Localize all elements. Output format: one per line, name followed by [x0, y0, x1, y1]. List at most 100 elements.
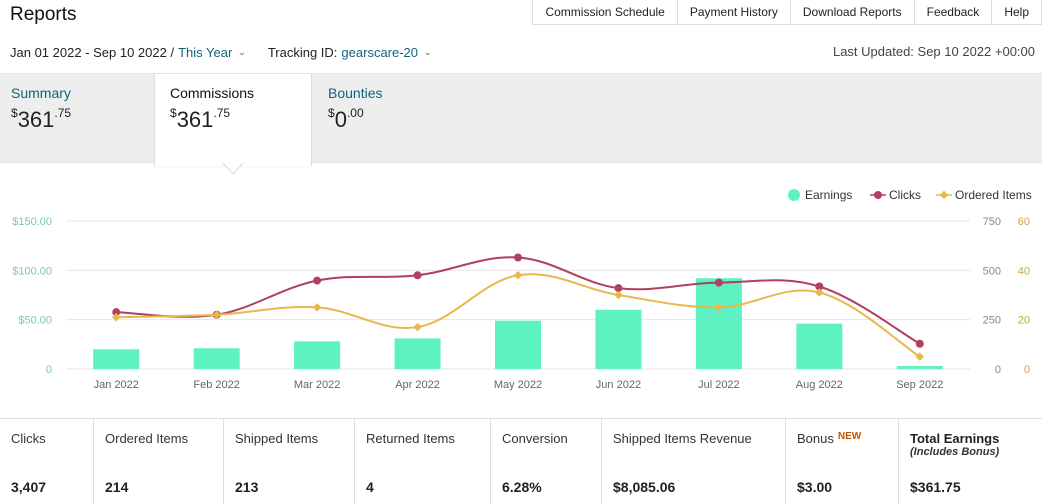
earnings-bar [294, 341, 341, 369]
y-right-clicks-tick-label: 0 [995, 364, 1001, 376]
y-left-tick-label: $50.00 [18, 315, 52, 327]
x-tick-label: Apr 2022 [395, 379, 440, 391]
clicks-point [413, 271, 422, 280]
clicks-point [614, 284, 623, 293]
stat-label: Conversion [502, 431, 568, 446]
chevron-down-icon[interactable]: ⌄ [238, 47, 246, 57]
y-right-items-tick-label: 40 [1018, 265, 1030, 277]
y-right-clicks-tick-label: 500 [983, 265, 1001, 277]
stat-returned-items: Returned Items 4 [355, 419, 491, 504]
payment-history-link[interactable]: Payment History [677, 0, 791, 25]
tracking-id-dropdown[interactable]: gearscare-20 [341, 45, 419, 60]
tab-commissions-label: Commissions [170, 85, 255, 101]
top-navigation: Commission Schedule Payment History Down… [532, 0, 1042, 25]
report-tabs: Summary $361.75 Commissions $361.75 Boun… [0, 73, 1042, 166]
x-tick-label: Aug 2022 [796, 379, 843, 391]
last-updated: Last Updated: Sep 10 2022 +00:00 [832, 44, 1035, 59]
x-tick-label: Jan 2022 [94, 379, 139, 391]
earnings-bar [193, 348, 240, 369]
x-tick-label: Feb 2022 [193, 379, 239, 391]
y-right-clicks-tick-label: 750 [983, 216, 1001, 228]
stat-label: Ordered Items [105, 431, 189, 446]
y-left-tick-label: 0 [46, 364, 52, 376]
legend-label: Ordered Items [955, 188, 1032, 202]
help-link[interactable]: Help [992, 0, 1042, 25]
tab-bounties[interactable]: Bounties $0.00 [328, 74, 468, 162]
y-right-items-tick-label: 0 [1024, 364, 1030, 376]
legend-earnings-marker [788, 189, 800, 201]
stat-value: 3,407 [11, 479, 47, 495]
feedback-link[interactable]: Feedback [914, 0, 993, 25]
report-filters: Jan 01 2022 - Sep 10 2022 / This Year ⌄ … [10, 45, 432, 60]
earnings-bar [695, 278, 742, 369]
ordered-items-point [815, 288, 824, 297]
stat-clicks: Clicks 3,407 [0, 419, 94, 504]
x-tick-label: Sep 2022 [896, 379, 943, 391]
tracking-id-label: Tracking ID: [267, 45, 338, 60]
clicks-point [514, 253, 522, 262]
stat-value: $8,085.06 [613, 479, 676, 495]
clicks-point [313, 276, 322, 285]
tab-bounties-label: Bounties [328, 85, 383, 101]
bounties-amount: $0.00 [328, 106, 364, 132]
stats-bar: Clicks 3,407 Ordered Items 214 Shipped I… [0, 418, 1042, 504]
y-right-items-tick-label: 60 [1018, 216, 1030, 228]
chevron-down-icon[interactable]: ⌄ [424, 47, 432, 57]
tab-summary-label: Summary [11, 85, 71, 101]
legend-items-marker [939, 190, 949, 200]
clicks-point [714, 278, 723, 287]
ordered-items-point [312, 303, 322, 312]
earnings-bar [394, 338, 441, 369]
earnings-bar [796, 323, 843, 369]
stat-shipped-items: Shipped Items 213 [224, 419, 355, 504]
download-reports-link[interactable]: Download Reports [790, 0, 915, 25]
clicks-point [112, 308, 121, 317]
x-tick-label: May 2022 [494, 379, 542, 391]
legend-label: Earnings [805, 188, 852, 202]
stat-sublabel: (Includes Bonus) [910, 446, 1000, 458]
ordered-items-point [513, 271, 523, 280]
x-tick-label: Mar 2022 [294, 379, 340, 391]
stat-value: 214 [105, 479, 129, 495]
earnings-bar [896, 366, 943, 369]
y-left-tick-label: $150.00 [12, 216, 52, 228]
active-tab-pointer [222, 162, 244, 175]
x-tick-label: Jul 2022 [698, 379, 740, 391]
y-right-clicks-tick-label: 250 [983, 315, 1001, 327]
earnings-bar [495, 320, 541, 369]
legend-label: Clicks [889, 188, 921, 202]
stat-value: $3.00 [797, 479, 833, 495]
ordered-items-point [111, 312, 121, 322]
date-range: Jan 01 2022 - Sep 10 2022 / [10, 45, 175, 60]
stat-conversion: Conversion 6.28% [491, 419, 602, 504]
stat-label: Bonus [797, 431, 834, 446]
stat-shipped-revenue: Shipped Items Revenue $8,085.06 [602, 419, 786, 504]
stat-label: Shipped Items Revenue [613, 431, 752, 446]
ordered-items-point [614, 290, 623, 300]
clicks-point [915, 339, 924, 348]
tab-summary[interactable]: Summary $361.75 [11, 74, 151, 162]
stat-label: Total Earnings [910, 431, 1000, 446]
commissions-amount: $361.75 [170, 106, 231, 132]
stat-bonus: Bonus NEW $3.00 [786, 419, 899, 504]
ordered-items-point [413, 322, 422, 332]
legend-clicks-marker [874, 191, 882, 199]
ordered-items-point [212, 310, 221, 319]
stat-value: $361.75 [910, 479, 961, 495]
y-right-items-tick-label: 20 [1018, 315, 1030, 327]
stat-label: Clicks [11, 431, 46, 446]
stat-value: 4 [366, 479, 374, 495]
period-dropdown[interactable]: This Year [178, 45, 233, 60]
stat-value: 213 [235, 479, 259, 495]
commission-schedule-link[interactable]: Commission Schedule [533, 0, 678, 25]
x-tick-label: Jun 2022 [596, 379, 641, 391]
stat-total-earnings: Total Earnings (Includes Bonus) $361.75 [899, 419, 1042, 504]
stat-label: Returned Items [366, 431, 455, 446]
earnings-bar [93, 349, 140, 369]
stat-label: Shipped Items [235, 431, 319, 446]
y-left-tick-label: $100.00 [12, 265, 52, 277]
tab-commissions[interactable]: Commissions $361.75 [154, 74, 312, 166]
stat-value: 6.28% [502, 479, 542, 495]
earnings-bar [595, 309, 642, 369]
stat-ordered-items: Ordered Items 214 [94, 419, 224, 504]
